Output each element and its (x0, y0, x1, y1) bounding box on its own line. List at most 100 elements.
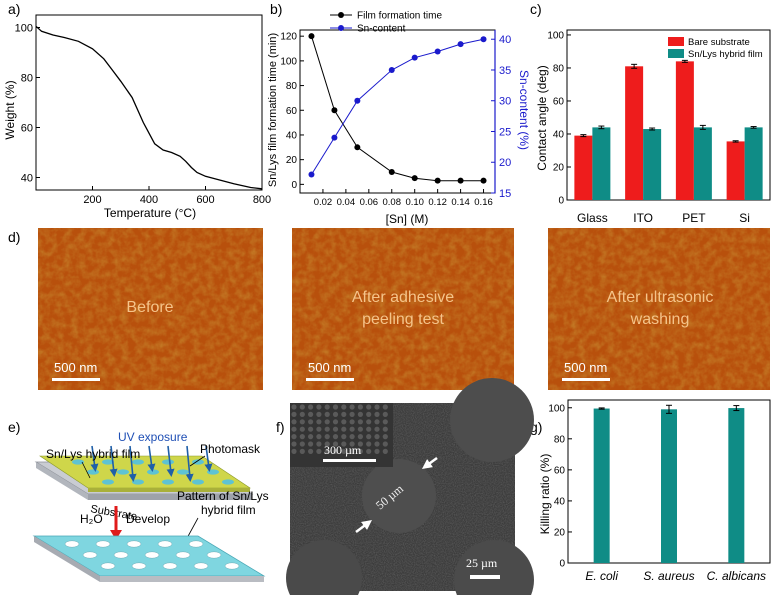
mask-dot (102, 459, 114, 465)
inset-dot (291, 419, 297, 425)
pattern-label-line1: Pattern of Sn/Lys (177, 489, 269, 503)
afm-label-3-line2: washing (630, 311, 690, 328)
chart-c-bar (643, 129, 662, 200)
inset-dot (366, 411, 372, 417)
film-hole (175, 551, 191, 559)
inset-dot (366, 426, 372, 432)
inset-dot (308, 441, 314, 447)
inset-dot (324, 419, 330, 425)
inset-dot (374, 441, 380, 447)
chart-a-ytick-label: 40 (21, 173, 33, 185)
chart-a-frame (35, 14, 263, 191)
chart-g-ytick-label: 20 (554, 527, 566, 538)
inset-dot (341, 448, 347, 454)
chart-b-y2tick-label: 20 (499, 157, 511, 169)
mask-dot (192, 479, 204, 485)
film-hole (113, 551, 129, 559)
inset-dot (316, 419, 322, 425)
chart-c-ytick-label: 40 (553, 129, 565, 140)
sem-circle-bottom-left (286, 540, 362, 595)
chart-b-point-0 (308, 33, 315, 40)
uv-arrow (90, 445, 99, 472)
inset-dot (332, 441, 339, 447)
chart-c-category-label: Glass (577, 211, 608, 225)
film-holes (64, 540, 240, 570)
inset-dot (308, 411, 314, 417)
chart-c-bar (574, 135, 593, 200)
sem-circle-bottom-right (454, 540, 534, 595)
inset-dot (366, 404, 372, 410)
mask-dot (207, 469, 219, 475)
film-hole (188, 540, 204, 548)
chart-a-ytick-label: 80 (21, 73, 33, 85)
chart-b-point-0 (354, 144, 361, 151)
inset-dot (357, 426, 363, 432)
chart-g-category-label: E. coli (585, 569, 618, 583)
chart-g-category-label: C. albicans (707, 569, 766, 583)
inset-dot (324, 448, 330, 454)
afm-image-2: After adhesive peeling test 500 nm (292, 228, 514, 390)
mask-dot (192, 459, 204, 465)
chart-b-point-1 (354, 97, 361, 104)
inset-dot (324, 404, 330, 410)
inset-dot (308, 404, 314, 410)
chart-b-point-0 (457, 177, 464, 184)
chart-c-bar (726, 141, 745, 200)
uv-arrows (90, 445, 213, 482)
chart-g-bar (728, 408, 745, 563)
sem-circle-center (362, 459, 436, 533)
inset-dot (324, 411, 330, 417)
panel-label-d: d) (8, 229, 20, 245)
chart-b-legend-label-0: Film formation time (357, 11, 442, 22)
sem-circle-top-right (450, 378, 534, 462)
inset-dot (349, 448, 355, 454)
chart-b-ytick-label: 60 (286, 106, 298, 117)
afm-scale-label-3: 500 nm (564, 360, 607, 375)
chart-b-xtick-label: 0.10 (405, 197, 424, 208)
chart-c-contact-angle: 0 20 40 60 80 100 Glass ITO PET Si Bare substrateS… (547, 29, 771, 225)
mask-dot (117, 469, 129, 475)
inset-dot (357, 404, 363, 410)
film-hole (162, 562, 178, 570)
inset-dot (374, 419, 380, 425)
chart-a-xtick-label: 400 (140, 194, 158, 206)
chart-g-category-label: S. aureus (643, 569, 694, 583)
chart-b-point-1 (434, 48, 441, 55)
inset-dot (357, 419, 363, 425)
afm-image-3: After ultrasonic washing 500 nm (548, 228, 770, 390)
chart-b-ytick-label: 40 (286, 130, 298, 141)
mask-dot (132, 479, 144, 485)
inset-dot (349, 419, 355, 425)
chart-b-y2label: Sn-content (%) (517, 70, 531, 150)
inset-dot (382, 411, 388, 417)
inset-dot (366, 441, 372, 447)
inset-dot (308, 434, 314, 440)
mask-dot (87, 469, 99, 475)
film-hole (224, 562, 240, 570)
afm-image-1: Before 500 nm (38, 228, 263, 390)
film-hole (157, 540, 173, 548)
mask-dot (162, 479, 174, 485)
water-label: H₂O (80, 512, 103, 526)
chart-b-point-0 (480, 177, 487, 184)
inset-dot (374, 434, 380, 440)
inset-dot (316, 411, 322, 417)
chart-c-legend-label-1: Sn/Lys hybrid film (688, 49, 763, 60)
panel-label-a: a) (8, 1, 20, 17)
chart-c-bar (675, 61, 694, 200)
chart-a-xtick-label: 600 (196, 194, 214, 206)
chart-a-tga: 200 400 600 800 40 60 80 100 (15, 14, 271, 206)
inset-dot (332, 404, 339, 410)
afm-label-2-line2: peeling test (362, 311, 444, 328)
chart-c-ytick-label: 60 (553, 96, 565, 107)
chart-b-point-1 (480, 36, 487, 43)
inset-dot (374, 426, 380, 432)
hybrid-film-label: Sn/Lys hybrid film (46, 447, 140, 461)
afm-scale-label-1: 500 nm (54, 360, 97, 375)
photomask-label: Photomask (200, 442, 261, 456)
chart-g-ytick-label: 40 (554, 496, 566, 507)
uv-arrow (185, 445, 194, 482)
film-hole (144, 551, 160, 559)
film-hole (100, 562, 116, 570)
chart-b-point-1 (457, 41, 464, 48)
